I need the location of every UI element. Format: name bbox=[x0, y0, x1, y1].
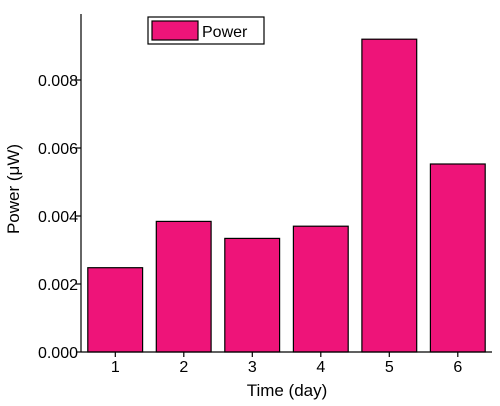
bars-group bbox=[87, 38, 486, 353]
x-ticks-group: 1 2 3 4 5 6 bbox=[111, 352, 462, 376]
y-tick-label: 0.008 bbox=[38, 73, 78, 90]
legend-label: Power bbox=[202, 24, 248, 41]
y-tick-label: 0.006 bbox=[38, 141, 78, 158]
x-tick-label: 2 bbox=[179, 359, 188, 376]
axes-group bbox=[80, 14, 492, 353]
bar-day-2 bbox=[155, 220, 212, 353]
y-tick-label: 0.004 bbox=[38, 209, 78, 226]
bar-day-4 bbox=[292, 225, 349, 353]
x-axis-title: Time (day) bbox=[247, 381, 328, 400]
x-tick-label: 5 bbox=[385, 359, 394, 376]
x-tick-label: 4 bbox=[316, 359, 325, 376]
y-tick-label: 0.002 bbox=[38, 277, 78, 294]
y-ticks-group: 0.000 0.002 0.004 0.006 0.008 bbox=[38, 73, 81, 362]
x-tick-label: 6 bbox=[453, 359, 462, 376]
x-tick-label: 3 bbox=[248, 359, 257, 376]
x-tick-label: 1 bbox=[111, 359, 120, 376]
bar-day-5 bbox=[361, 38, 418, 353]
bar-day-1 bbox=[87, 267, 144, 353]
y-axis-title: Power (μW) bbox=[4, 144, 23, 234]
legend-swatch bbox=[151, 20, 199, 41]
legend: Power bbox=[147, 16, 265, 45]
bar-day-6 bbox=[429, 163, 486, 353]
bar-day-3 bbox=[224, 237, 281, 353]
y-tick-label: 0.000 bbox=[38, 345, 78, 362]
